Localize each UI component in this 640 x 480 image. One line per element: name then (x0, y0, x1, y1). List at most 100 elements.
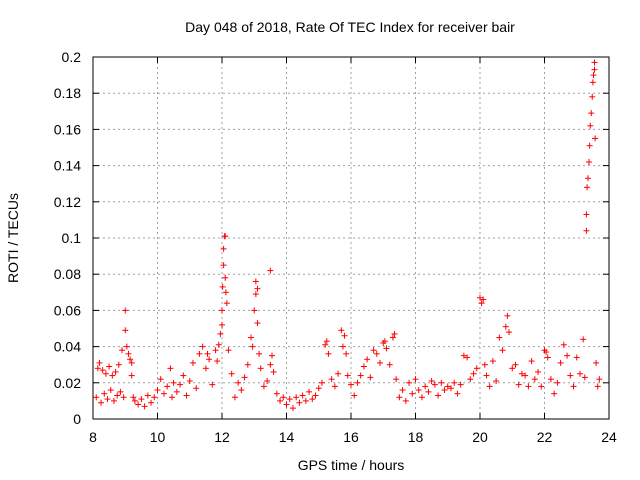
data-point (322, 341, 329, 348)
data-point (499, 347, 506, 354)
data-points (93, 59, 603, 412)
data-point (525, 383, 532, 390)
data-point (383, 345, 390, 352)
data-point (589, 79, 596, 86)
data-point (138, 396, 145, 403)
data-point (551, 390, 558, 397)
y-tick-label: 0.1 (62, 230, 82, 246)
data-point (415, 387, 422, 394)
data-point (478, 300, 485, 307)
data-point (102, 370, 109, 377)
data-point (587, 122, 594, 129)
data-point (454, 390, 461, 397)
data-point (406, 379, 413, 386)
data-point (241, 374, 248, 381)
data-point (593, 359, 600, 366)
data-point (104, 396, 111, 403)
data-point (110, 397, 117, 404)
data-point (480, 296, 487, 303)
data-point (222, 274, 229, 281)
data-point (486, 383, 493, 390)
data-point (543, 349, 550, 356)
data-point (302, 397, 309, 404)
data-point (286, 396, 293, 403)
data-point (557, 359, 564, 366)
data-point (183, 392, 190, 399)
data-point (381, 338, 388, 345)
data-point (323, 338, 330, 345)
data-point (425, 388, 432, 395)
y-tick-label: 0.18 (54, 85, 81, 101)
data-point (467, 376, 474, 383)
data-point (119, 347, 126, 354)
data-point (306, 388, 313, 395)
data-point (470, 370, 477, 377)
y-tick-label: 0.12 (54, 194, 81, 210)
data-point (460, 352, 467, 359)
data-point (564, 352, 571, 359)
data-point (583, 227, 590, 234)
data-point (473, 365, 480, 372)
y-axis-label: ROTI / TECUs (5, 193, 21, 283)
data-point (528, 358, 535, 365)
data-point (273, 390, 280, 397)
data-point (373, 350, 380, 357)
data-point (141, 403, 148, 410)
data-point (115, 361, 122, 368)
data-point (296, 399, 303, 406)
data-point (341, 332, 348, 339)
data-point (154, 387, 161, 394)
data-point (447, 385, 454, 392)
data-point (580, 336, 587, 343)
data-point (315, 385, 322, 392)
data-point (148, 399, 155, 406)
data-point (128, 372, 135, 379)
data-point (535, 368, 542, 375)
data-point (180, 372, 187, 379)
data-point (215, 341, 222, 348)
data-point (489, 358, 496, 365)
grid (93, 57, 609, 419)
data-point (589, 93, 596, 100)
data-point (225, 347, 232, 354)
data-point (412, 376, 419, 383)
data-point (325, 350, 332, 357)
data-point (167, 365, 174, 372)
data-point (570, 383, 577, 390)
data-point (464, 354, 471, 361)
data-point (220, 245, 227, 252)
data-point (256, 350, 263, 357)
data-point (164, 383, 171, 390)
data-point (114, 392, 121, 399)
data-point (576, 370, 583, 377)
data-point (367, 374, 374, 381)
data-point (267, 361, 274, 368)
data-point (351, 392, 358, 399)
data-point (199, 343, 206, 350)
x-axis-label: GPS time / hours (298, 457, 405, 473)
data-point (186, 377, 193, 384)
data-point (109, 372, 116, 379)
data-point (583, 211, 590, 218)
data-point (343, 350, 350, 357)
data-point (177, 381, 184, 388)
data-point (189, 359, 196, 366)
data-point (169, 394, 176, 401)
data-point (252, 291, 259, 298)
data-point (444, 383, 451, 390)
data-point (396, 394, 403, 401)
data-point (483, 372, 490, 379)
data-point (328, 376, 335, 383)
data-point (204, 350, 211, 357)
data-point (588, 110, 595, 117)
data-point (125, 350, 132, 357)
data-point (457, 381, 464, 388)
data-point (252, 278, 259, 285)
data-point (293, 394, 300, 401)
data-point (264, 377, 271, 384)
data-point (144, 392, 151, 399)
data-point (244, 361, 251, 368)
y-tick-label: 0.08 (54, 266, 81, 282)
y-tick-label: 0.14 (54, 158, 81, 174)
